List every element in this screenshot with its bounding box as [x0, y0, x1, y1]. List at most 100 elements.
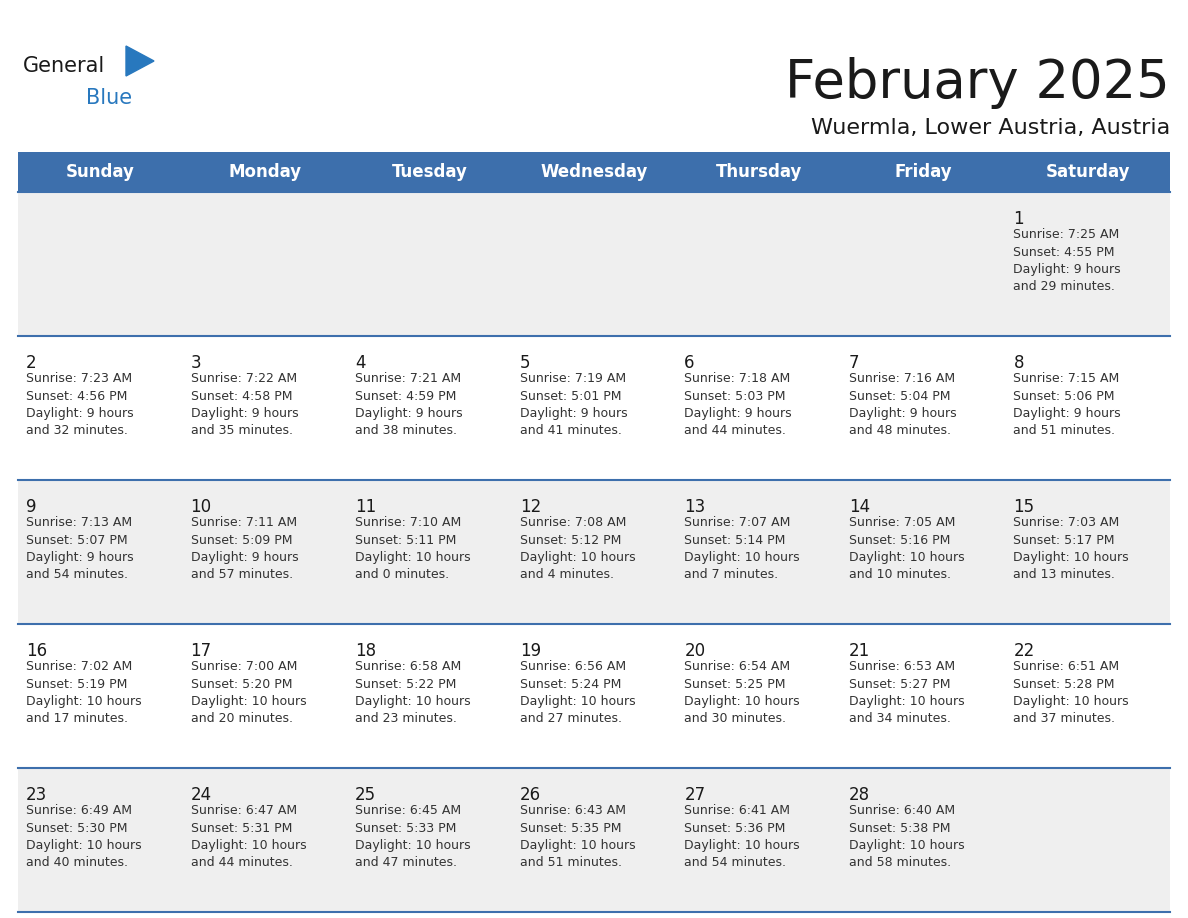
Text: 24: 24: [190, 786, 211, 804]
Text: Daylight: 10 hours: Daylight: 10 hours: [849, 551, 965, 564]
Text: Sunrise: 7:13 AM: Sunrise: 7:13 AM: [26, 516, 132, 529]
Text: Daylight: 9 hours: Daylight: 9 hours: [190, 551, 298, 564]
Text: Sunset: 4:59 PM: Sunset: 4:59 PM: [355, 389, 456, 402]
Text: Sunset: 5:27 PM: Sunset: 5:27 PM: [849, 677, 950, 690]
Text: Saturday: Saturday: [1045, 163, 1130, 181]
Text: Sunrise: 6:41 AM: Sunrise: 6:41 AM: [684, 804, 790, 817]
Text: and 17 minutes.: and 17 minutes.: [26, 712, 128, 725]
Bar: [18, 152, 1170, 192]
Text: 12: 12: [519, 498, 541, 516]
Text: Sunrise: 6:54 AM: Sunrise: 6:54 AM: [684, 660, 790, 673]
Text: and 10 minutes.: and 10 minutes.: [849, 568, 950, 581]
Text: and 32 minutes.: and 32 minutes.: [26, 424, 128, 438]
Text: Sunrise: 7:07 AM: Sunrise: 7:07 AM: [684, 516, 791, 529]
Text: and 51 minutes.: and 51 minutes.: [519, 856, 621, 869]
Text: Daylight: 9 hours: Daylight: 9 hours: [190, 407, 298, 420]
Text: 6: 6: [684, 354, 695, 372]
Polygon shape: [126, 46, 154, 76]
Text: Sunset: 5:31 PM: Sunset: 5:31 PM: [190, 822, 292, 834]
Text: Daylight: 10 hours: Daylight: 10 hours: [1013, 695, 1129, 708]
Text: Daylight: 9 hours: Daylight: 9 hours: [1013, 407, 1121, 420]
Text: Sunset: 4:56 PM: Sunset: 4:56 PM: [26, 389, 127, 402]
Text: Sunset: 5:17 PM: Sunset: 5:17 PM: [1013, 533, 1114, 546]
Text: Sunrise: 7:03 AM: Sunrise: 7:03 AM: [1013, 516, 1119, 529]
Text: and 44 minutes.: and 44 minutes.: [190, 856, 292, 869]
Text: 3: 3: [190, 354, 201, 372]
Text: Sunset: 5:07 PM: Sunset: 5:07 PM: [26, 533, 127, 546]
Text: Sunrise: 7:25 AM: Sunrise: 7:25 AM: [1013, 228, 1119, 241]
Bar: [18, 480, 1170, 624]
Text: and 27 minutes.: and 27 minutes.: [519, 712, 621, 725]
Text: Sunset: 5:01 PM: Sunset: 5:01 PM: [519, 389, 621, 402]
Text: Sunset: 5:03 PM: Sunset: 5:03 PM: [684, 389, 785, 402]
Text: 27: 27: [684, 786, 706, 804]
Text: Sunset: 5:14 PM: Sunset: 5:14 PM: [684, 533, 785, 546]
Text: Sunrise: 7:16 AM: Sunrise: 7:16 AM: [849, 372, 955, 385]
Text: 16: 16: [26, 642, 48, 660]
Text: Daylight: 10 hours: Daylight: 10 hours: [684, 695, 800, 708]
Bar: [18, 336, 1170, 480]
Text: 25: 25: [355, 786, 377, 804]
Text: 13: 13: [684, 498, 706, 516]
Text: 11: 11: [355, 498, 377, 516]
Text: 15: 15: [1013, 498, 1035, 516]
Text: Daylight: 10 hours: Daylight: 10 hours: [519, 695, 636, 708]
Text: Sunrise: 7:10 AM: Sunrise: 7:10 AM: [355, 516, 461, 529]
Text: February 2025: February 2025: [785, 57, 1170, 109]
Text: Sunset: 5:19 PM: Sunset: 5:19 PM: [26, 677, 127, 690]
Text: Sunrise: 7:00 AM: Sunrise: 7:00 AM: [190, 660, 297, 673]
Text: Sunrise: 7:02 AM: Sunrise: 7:02 AM: [26, 660, 132, 673]
Text: Sunrise: 6:45 AM: Sunrise: 6:45 AM: [355, 804, 461, 817]
Text: Sunset: 5:12 PM: Sunset: 5:12 PM: [519, 533, 621, 546]
Text: Thursday: Thursday: [715, 163, 802, 181]
Text: and 20 minutes.: and 20 minutes.: [190, 712, 292, 725]
Text: Sunset: 5:04 PM: Sunset: 5:04 PM: [849, 389, 950, 402]
Bar: [18, 192, 1170, 336]
Text: Daylight: 10 hours: Daylight: 10 hours: [519, 839, 636, 852]
Text: Sunrise: 7:08 AM: Sunrise: 7:08 AM: [519, 516, 626, 529]
Text: and 4 minutes.: and 4 minutes.: [519, 568, 614, 581]
Text: and 7 minutes.: and 7 minutes.: [684, 568, 778, 581]
Text: and 54 minutes.: and 54 minutes.: [26, 568, 128, 581]
Text: Sunrise: 6:40 AM: Sunrise: 6:40 AM: [849, 804, 955, 817]
Text: Daylight: 10 hours: Daylight: 10 hours: [355, 839, 470, 852]
Text: General: General: [23, 56, 106, 76]
Text: Daylight: 10 hours: Daylight: 10 hours: [190, 839, 307, 852]
Text: and 30 minutes.: and 30 minutes.: [684, 712, 786, 725]
Text: Sunset: 5:25 PM: Sunset: 5:25 PM: [684, 677, 785, 690]
Text: and 57 minutes.: and 57 minutes.: [190, 568, 292, 581]
Text: Daylight: 10 hours: Daylight: 10 hours: [355, 695, 470, 708]
Text: Daylight: 10 hours: Daylight: 10 hours: [849, 839, 965, 852]
Text: Sunrise: 7:05 AM: Sunrise: 7:05 AM: [849, 516, 955, 529]
Text: Wednesday: Wednesday: [541, 163, 647, 181]
Text: 18: 18: [355, 642, 377, 660]
Text: Blue: Blue: [86, 88, 132, 108]
Text: 1: 1: [1013, 210, 1024, 228]
Text: and 29 minutes.: and 29 minutes.: [1013, 281, 1116, 294]
Text: Sunrise: 6:47 AM: Sunrise: 6:47 AM: [190, 804, 297, 817]
Text: Sunset: 5:09 PM: Sunset: 5:09 PM: [190, 533, 292, 546]
Text: 23: 23: [26, 786, 48, 804]
Text: Sunset: 5:20 PM: Sunset: 5:20 PM: [190, 677, 292, 690]
Text: 28: 28: [849, 786, 870, 804]
Text: 9: 9: [26, 498, 37, 516]
Text: Sunrise: 7:15 AM: Sunrise: 7:15 AM: [1013, 372, 1119, 385]
Text: Daylight: 9 hours: Daylight: 9 hours: [355, 407, 463, 420]
Text: and 38 minutes.: and 38 minutes.: [355, 424, 457, 438]
Text: and 35 minutes.: and 35 minutes.: [190, 424, 292, 438]
Text: 2: 2: [26, 354, 37, 372]
Text: 21: 21: [849, 642, 870, 660]
Text: 4: 4: [355, 354, 366, 372]
Text: and 54 minutes.: and 54 minutes.: [684, 856, 786, 869]
Text: 17: 17: [190, 642, 211, 660]
Text: Daylight: 10 hours: Daylight: 10 hours: [190, 695, 307, 708]
Text: Sunrise: 6:56 AM: Sunrise: 6:56 AM: [519, 660, 626, 673]
Text: Sunset: 5:24 PM: Sunset: 5:24 PM: [519, 677, 621, 690]
Text: and 40 minutes.: and 40 minutes.: [26, 856, 128, 869]
Text: Daylight: 10 hours: Daylight: 10 hours: [1013, 551, 1129, 564]
Text: 7: 7: [849, 354, 859, 372]
Text: Sunset: 4:55 PM: Sunset: 4:55 PM: [1013, 245, 1114, 259]
Text: Sunset: 5:38 PM: Sunset: 5:38 PM: [849, 822, 950, 834]
Text: Sunset: 5:16 PM: Sunset: 5:16 PM: [849, 533, 950, 546]
Text: 8: 8: [1013, 354, 1024, 372]
